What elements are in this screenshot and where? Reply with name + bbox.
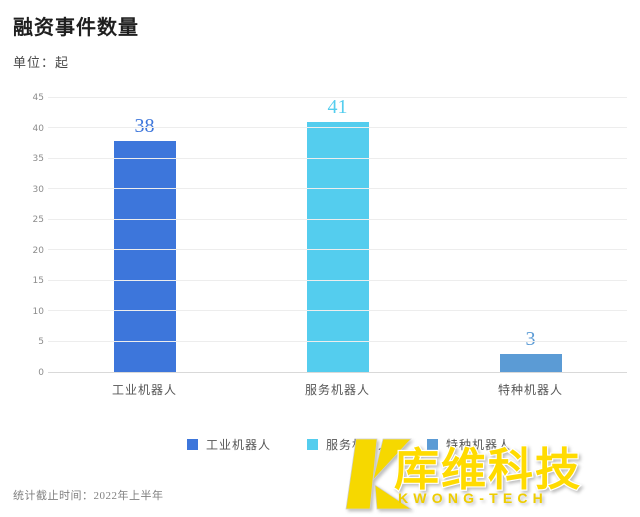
- bar-value-label: 41: [327, 96, 348, 119]
- bar-服务机器人: [306, 122, 369, 372]
- legend-swatch: [307, 439, 319, 450]
- legend-swatch: [427, 439, 439, 450]
- unit-label: 单位：起: [13, 55, 70, 70]
- gridline: [48, 279, 627, 281]
- bar-series: 38 41 3: [48, 96, 627, 372]
- bar-slot: 3: [434, 98, 627, 372]
- gridline: [48, 97, 627, 98]
- y-axis: 0 5 10 15 20 25 30 35 40 45: [18, 93, 44, 378]
- y-tick-label: 30: [32, 184, 44, 195]
- brand-watermark: 库维科技 KWONG-TECH: [342, 434, 588, 512]
- y-tick-label: 40: [32, 123, 44, 134]
- y-tick-label: 15: [32, 276, 44, 287]
- plot-area: 38 41 3: [48, 96, 627, 373]
- bar-slot: 38: [48, 98, 241, 372]
- gridline: [48, 249, 627, 251]
- y-tick-label: 35: [32, 154, 44, 165]
- brand-name-cn: 库维科技: [394, 444, 582, 495]
- gridline: [48, 188, 627, 190]
- legend-item-特种机器人[interactable]: 特种机器人: [427, 436, 511, 453]
- bar-特种机器人: [499, 353, 562, 372]
- bar-value-label: 38: [134, 114, 155, 137]
- gridline: [48, 127, 627, 129]
- x-axis-label: 特种机器人: [497, 383, 563, 397]
- legend-item-工业机器人[interactable]: 工业机器人: [187, 436, 271, 453]
- legend-swatch: [187, 439, 198, 450]
- legend-label: 特种机器人: [446, 438, 512, 452]
- x-axis-label: 服务机器人: [304, 383, 370, 397]
- y-tick-label: 20: [32, 245, 44, 256]
- bar-slot: 41: [241, 96, 434, 372]
- legend-label: 工业机器人: [206, 438, 272, 452]
- bar-value-label: 3: [525, 327, 536, 350]
- kwong-tech-k-icon: [345, 438, 413, 510]
- y-tick-label: 45: [32, 93, 44, 103]
- gridline: [48, 218, 627, 220]
- y-tick-label: 5: [38, 337, 44, 348]
- gridline: [48, 340, 627, 342]
- bar-工业机器人: [113, 140, 176, 372]
- gridline: [48, 157, 627, 159]
- footer-note: 统计截止时间：2022年上半年: [13, 490, 164, 502]
- x-axis-label: 工业机器人: [111, 383, 177, 397]
- page-title: 融资事件数量: [13, 17, 139, 39]
- x-axis: 工业机器人 服务机器人 特种机器人: [48, 381, 627, 398]
- gridline: [48, 310, 627, 312]
- brand-name-en: KWONG-TECH: [398, 490, 548, 506]
- y-tick-label: 25: [32, 215, 44, 226]
- y-tick-label: 0: [38, 368, 44, 378]
- y-tick-label: 10: [32, 306, 44, 317]
